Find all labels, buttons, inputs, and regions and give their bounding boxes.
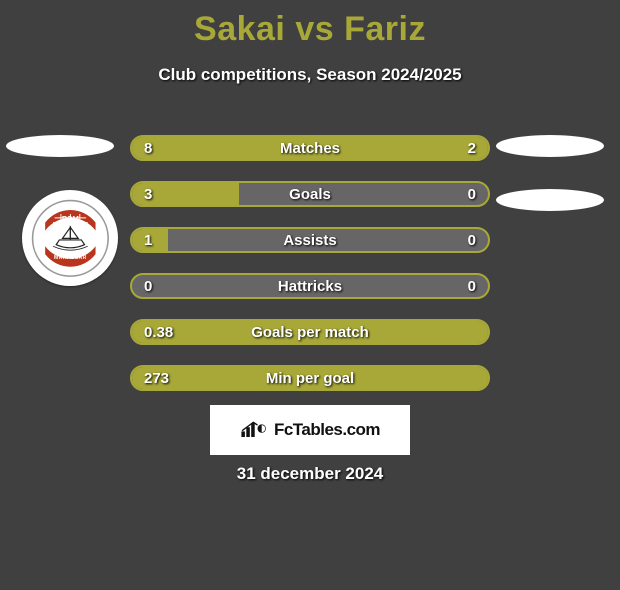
stats-container: Matches82Goals30Assists10Hattricks00Goal…: [130, 135, 490, 411]
stat-row: Assists1 0: [130, 227, 490, 253]
fctables-logo-icon: [240, 421, 268, 439]
svg-text:MAKASSAR: MAKASSAR: [54, 254, 87, 260]
fctables-label: FcTables.com: [274, 420, 380, 440]
stat-row: Hattricks0 0: [130, 273, 490, 299]
stat-label: Goals: [132, 183, 488, 205]
stat-label: Assists: [132, 229, 488, 251]
avatar-placeholder: [496, 189, 604, 211]
club-badge: PSM MAKASSAR: [22, 190, 118, 286]
stat-label: Hattricks: [132, 275, 488, 297]
stat-value-left: 3: [144, 183, 152, 205]
stat-value-left: 0: [144, 275, 152, 297]
subtitle: Club competitions, Season 2024/2025: [0, 65, 620, 85]
date-label: 31 december 2024: [0, 464, 620, 484]
stat-label: Min per goal: [132, 367, 488, 389]
avatar-placeholder: [6, 135, 114, 157]
stat-value-left: 0.38: [144, 321, 173, 343]
stat-value-right: 0: [468, 229, 476, 251]
stat-value-left: 8: [144, 137, 152, 159]
stat-value-right: 0: [468, 183, 476, 205]
svg-text:PSM: PSM: [61, 214, 78, 223]
stat-row: Goals per match0.38: [130, 319, 490, 345]
stat-value-right: 0: [468, 275, 476, 297]
stat-value-left: 1: [144, 229, 152, 251]
stat-row: Min per goal273: [130, 365, 490, 391]
stat-value-right: 2: [468, 137, 476, 159]
stat-row: Goals3 0: [130, 181, 490, 207]
avatar-placeholder: [496, 135, 604, 157]
stat-label: Matches: [132, 137, 488, 159]
fctables-banner: FcTables.com: [210, 405, 410, 455]
stat-label: Goals per match: [132, 321, 488, 343]
page-title: Sakai vs Fariz: [0, 10, 620, 49]
stat-row: Matches8 2: [130, 135, 490, 161]
stat-value-left: 273: [144, 367, 169, 389]
